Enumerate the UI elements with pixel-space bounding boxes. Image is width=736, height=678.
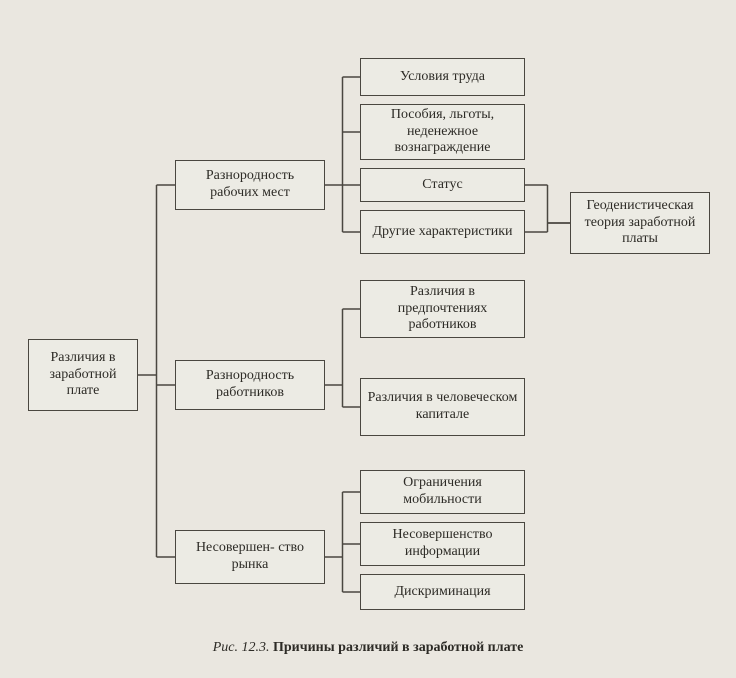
node-right: Геоденистическая теория заработной платы (570, 192, 710, 254)
node-l5: Различия в предпочтениях работников (360, 280, 525, 338)
node-l8: Несовершенство информации (360, 522, 525, 566)
node-mid3: Несовершен- ство рынка (175, 530, 325, 584)
caption-prefix: Рис. 12.3. (213, 640, 273, 655)
node-mid2: Разнородность работников (175, 360, 325, 410)
node-l1: Условия труда (360, 58, 525, 96)
node-l7: Ограничения мобильности (360, 470, 525, 514)
figure-caption: Рис. 12.3. Причины различий в заработной… (0, 640, 736, 656)
node-l2: Пособия, льготы, неденежное вознагражден… (360, 104, 525, 160)
node-l6: Различия в человеческом капитале (360, 378, 525, 436)
node-mid1: Разнородность рабочих мест (175, 160, 325, 210)
node-l4: Другие характеристики (360, 210, 525, 254)
node-l3: Статус (360, 168, 525, 202)
node-l9: Дискриминация (360, 574, 525, 610)
node-root: Различия в заработной плате (28, 339, 138, 411)
caption-title: Причины различий в заработной плате (273, 640, 523, 655)
